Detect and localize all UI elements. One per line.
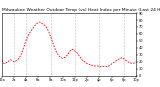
Text: Milwaukee Weather Outdoor Temp (vs) Heat Index per Minute (Last 24 Hours): Milwaukee Weather Outdoor Temp (vs) Heat…	[2, 8, 160, 12]
